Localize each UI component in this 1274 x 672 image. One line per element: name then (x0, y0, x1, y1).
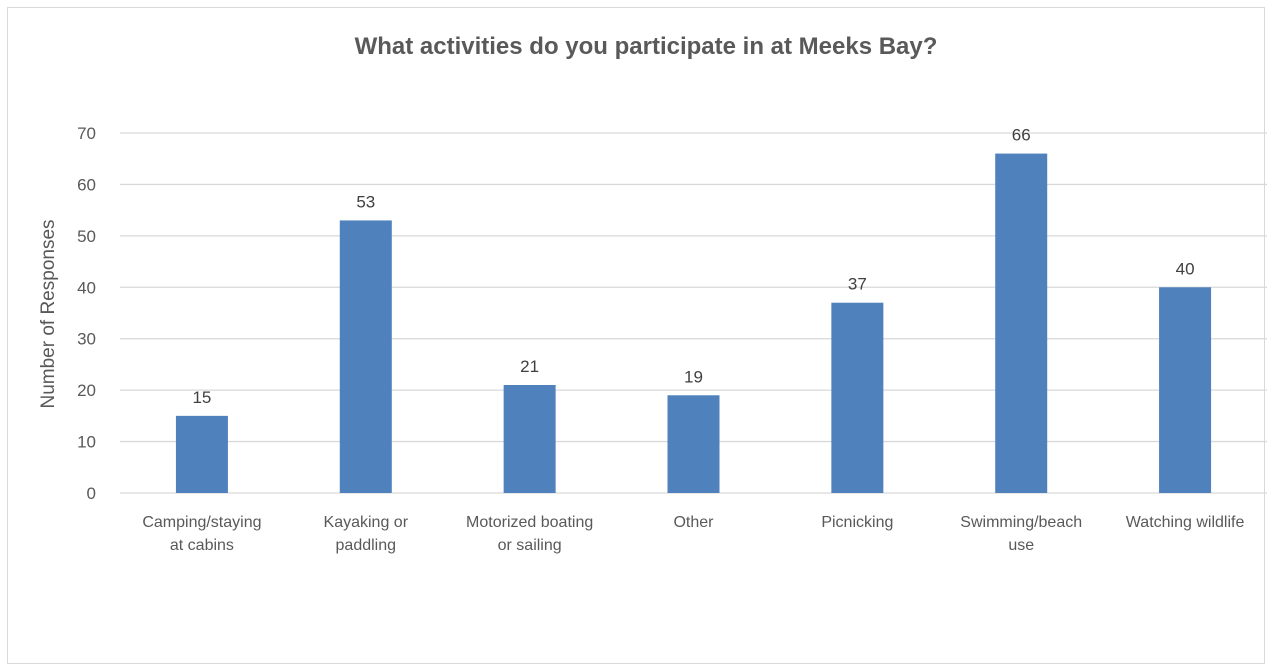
bar (503, 385, 556, 493)
y-tick-labels: 0 10 20 30 40 50 60 70 (77, 124, 96, 503)
data-label: 37 (848, 275, 867, 294)
data-label: 21 (520, 357, 539, 376)
data-label: 19 (684, 367, 703, 386)
bar (175, 415, 228, 493)
data-label: 15 (192, 388, 211, 407)
x-category-label: Camping/staying (142, 514, 261, 531)
x-category-label: use (1008, 537, 1034, 554)
chart-title: What activities do you participate in at… (355, 33, 938, 60)
bar (995, 153, 1048, 494)
x-category-labels: Camping/staying at cabins Kayaking or paddl… (142, 514, 1244, 554)
y-tick-label: 60 (77, 175, 96, 194)
bar (667, 395, 720, 493)
bar (1159, 287, 1212, 493)
y-tick-label: 10 (77, 433, 96, 452)
data-label: 40 (1176, 259, 1195, 278)
chart-frame (7, 7, 1265, 664)
bars (175, 153, 1212, 494)
data-labels: 15 53 21 19 37 66 40 (192, 126, 1194, 407)
y-tick-label: 50 (77, 227, 96, 246)
y-tick-label: 30 (77, 330, 96, 349)
x-category-label: Motorized boating (466, 514, 593, 531)
y-tick-label: 20 (77, 381, 96, 400)
x-category-label: Kayaking or (324, 514, 409, 531)
x-category-label: Other (673, 514, 714, 531)
x-category-label: paddling (336, 537, 397, 554)
x-category-label: Watching wildlife (1126, 514, 1245, 531)
x-category-label: Picnicking (821, 514, 893, 531)
bar (831, 302, 884, 493)
y-tick-label: 0 (87, 484, 96, 503)
bar (339, 220, 392, 493)
x-category-label: Swimming/beach (960, 514, 1082, 531)
data-label: 66 (1012, 126, 1031, 145)
data-label: 53 (356, 192, 375, 211)
x-category-label: or sailing (498, 537, 562, 554)
y-tick-label: 70 (77, 124, 96, 143)
x-category-label: at cabins (170, 537, 234, 554)
gridlines (120, 132, 1267, 494)
y-axis-label: Number of Responses (38, 219, 59, 408)
y-tick-label: 40 (77, 278, 96, 297)
